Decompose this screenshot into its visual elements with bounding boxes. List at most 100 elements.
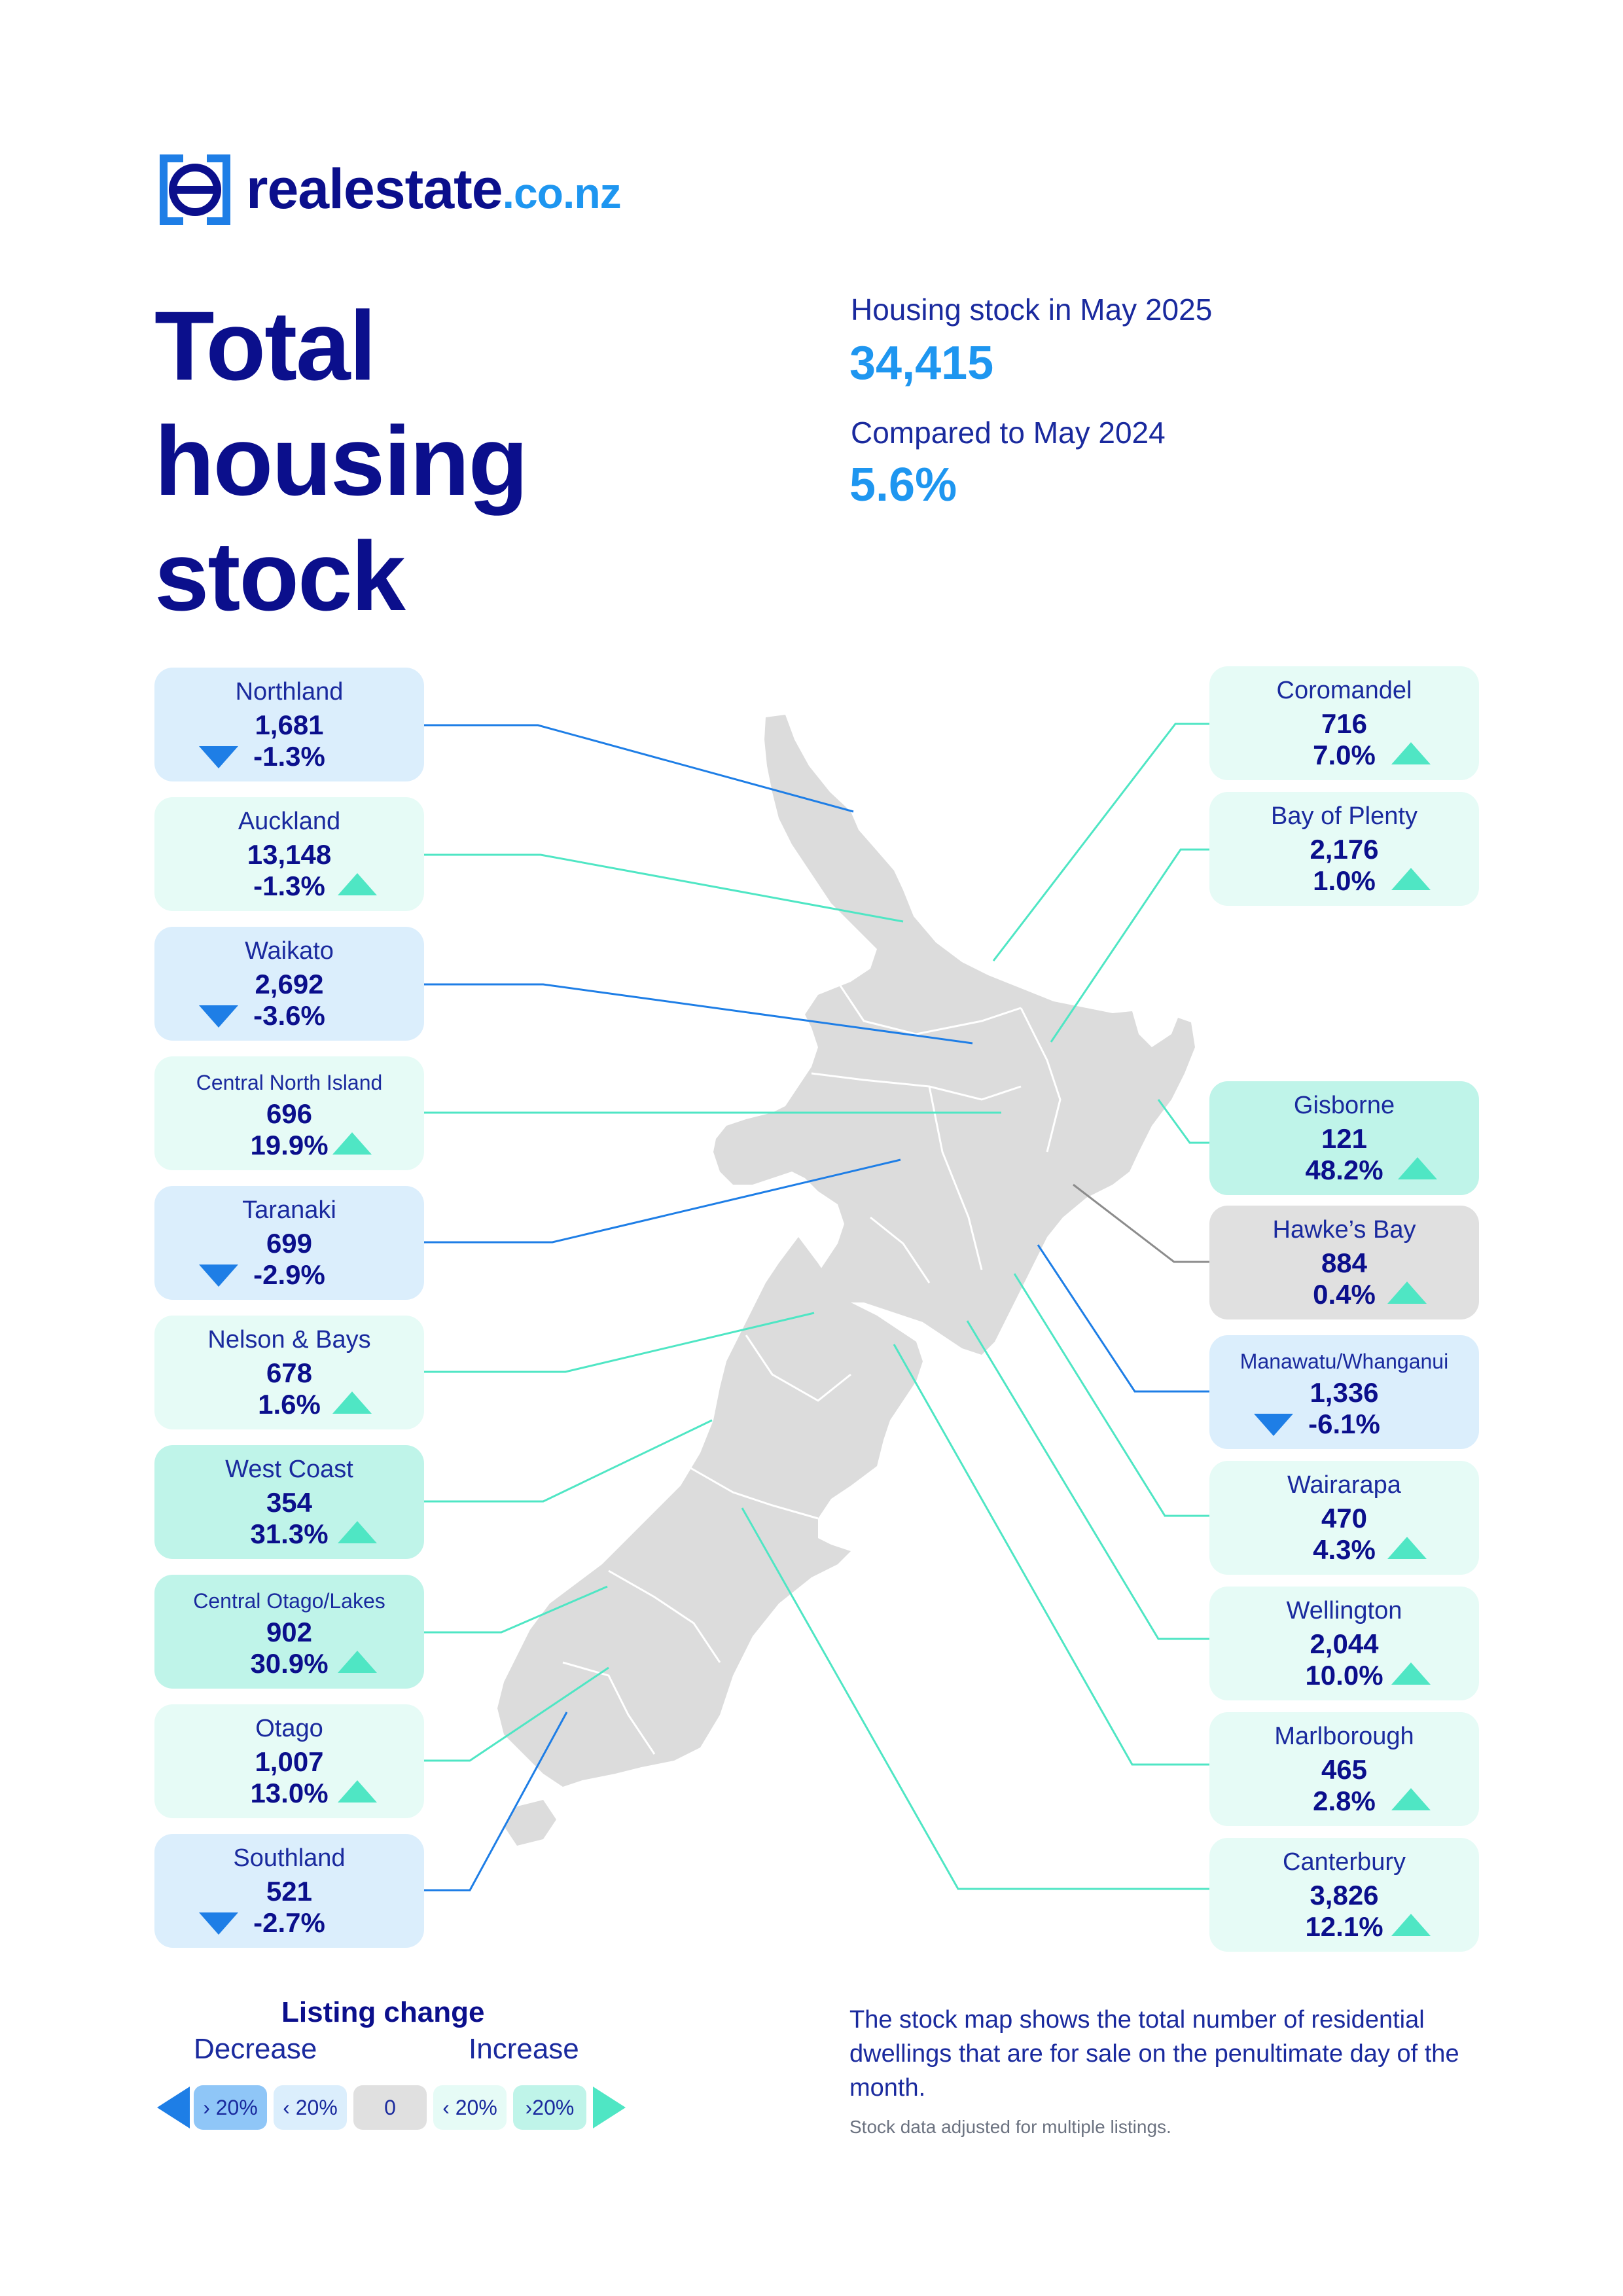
region-card-canterbury[interactable]: Canterbury 3,826 12.1%: [1209, 1838, 1479, 1952]
stock-label: Housing stock in May 2025: [851, 293, 1213, 327]
decrease-arrow-icon: [199, 1912, 238, 1935]
brand-wordmark: realestate.co.nz: [246, 157, 622, 222]
map-note: The stock map shows the total number of …: [849, 2006, 1459, 2102]
region-name: Gisborne: [1293, 1092, 1395, 1119]
region-count: 884: [1321, 1247, 1368, 1278]
increase-arrow-icon: [1391, 1662, 1431, 1685]
region-borders: [562, 928, 1061, 1755]
north-island-shape: [713, 715, 1195, 1355]
region-card-auckland[interactable]: Auckland 13,148 -1.3%: [154, 797, 424, 911]
brand-name: realestate: [246, 158, 503, 221]
region-count: 699: [266, 1228, 313, 1259]
region-card-waikato[interactable]: Waikato 2,692 -3.6%: [154, 927, 424, 1041]
region-change: 10.0%: [1305, 1660, 1383, 1691]
title-line-1: Total: [154, 291, 376, 401]
region-change: 19.9%: [250, 1130, 329, 1160]
title-line-3: stock: [154, 521, 406, 631]
region-card-manawatu-whanganui[interactable]: Manawatu/Whanganui 1,336 -6.1%: [1209, 1335, 1479, 1449]
region-card-marlborough[interactable]: Marlborough 465 2.8%: [1209, 1712, 1479, 1826]
region-name: Auckland: [238, 808, 341, 835]
region-card-wairarapa[interactable]: Wairarapa 470 4.3%: [1209, 1461, 1479, 1575]
region-name: Manawatu/Whanganui: [1240, 1350, 1449, 1373]
region-change: 7.0%: [1313, 740, 1376, 770]
region-card-west-coast[interactable]: West Coast 354 31.3%: [154, 1445, 424, 1559]
region-count: 1,007: [255, 1746, 324, 1777]
region-change: 12.1%: [1305, 1911, 1383, 1942]
legend-title: Listing change: [281, 1996, 485, 2028]
region-change: 13.0%: [250, 1778, 329, 1808]
region-count: 13,148: [247, 839, 332, 870]
region-count: 1,336: [1310, 1377, 1379, 1408]
region-count: 465: [1321, 1754, 1368, 1785]
region-count: 2,692: [255, 969, 324, 999]
region-name: Hawke’s Bay: [1272, 1216, 1416, 1244]
decrease-arrow-icon: [199, 746, 238, 768]
page-title: Total housing stock: [154, 288, 613, 634]
connector-lines-left: [424, 724, 1001, 1892]
compare-value: 5.6%: [849, 459, 957, 511]
region-change: 1.6%: [258, 1389, 321, 1420]
region-card-northland[interactable]: Northland 1,681 -1.3%: [154, 668, 424, 781]
brand-tld: .co.nz: [502, 169, 622, 217]
region-change: 30.9%: [250, 1648, 329, 1679]
region-name: Central Otago/Lakes: [193, 1589, 385, 1613]
region-change: -2.7%: [253, 1907, 325, 1938]
increase-arrow-icon: [1391, 1914, 1431, 1936]
increase-arrow-icon: [1391, 868, 1431, 890]
region-name: Northland: [235, 678, 344, 706]
region-count: 354: [266, 1487, 313, 1518]
region-count: 521: [266, 1876, 313, 1907]
region-card-otago[interactable]: Otago 1,007 13.0%: [154, 1704, 424, 1818]
region-card-coromandel[interactable]: Coromandel 716 7.0%: [1209, 666, 1479, 780]
region-card-bay-of-plenty[interactable]: Bay of Plenty 2,176 1.0%: [1209, 792, 1479, 906]
region-change: 4.3%: [1313, 1534, 1376, 1565]
region-count: 696: [266, 1098, 313, 1129]
region-name: Central North Island: [196, 1071, 383, 1094]
region-card-southland[interactable]: Southland 521 -2.7%: [154, 1834, 424, 1948]
region-count: 121: [1321, 1123, 1368, 1154]
stewart-island-shape: [504, 1800, 556, 1846]
region-change: 2.8%: [1313, 1785, 1376, 1816]
legend-box-neutral: 0: [353, 2085, 427, 2130]
region-change: 1.0%: [1313, 865, 1376, 896]
increase-arrow-icon: [338, 1780, 377, 1803]
region-count: 902: [266, 1617, 313, 1647]
region-name: Otago: [255, 1715, 323, 1742]
increase-arrow-icon: [332, 1391, 372, 1414]
region-name: Nelson & Bays: [207, 1326, 371, 1354]
region-card-hawkes-bay[interactable]: Hawke’s Bay 884 0.4%: [1209, 1206, 1479, 1319]
region-change: -6.1%: [1308, 1408, 1380, 1439]
legend-box-strong-increase: ›20%: [513, 2085, 586, 2130]
title-line-2: housing: [154, 406, 528, 516]
footnote: Stock data adjusted for multiple listing…: [849, 2117, 1171, 2137]
legend-box-increase: ‹ 20%: [433, 2085, 507, 2130]
region-card-wellington[interactable]: Wellington 2,044 10.0%: [1209, 1587, 1479, 1700]
increase-arrow-icon: [332, 1132, 372, 1155]
region-count: 716: [1321, 708, 1368, 739]
region-count: 2,044: [1310, 1628, 1379, 1659]
legend-box-decrease: ‹ 20%: [274, 2085, 347, 2130]
region-name: Waikato: [245, 937, 334, 965]
increase-arrow-icon: [1391, 742, 1431, 764]
region-card-central-north-island[interactable]: Central North Island 696 19.9%: [154, 1056, 424, 1170]
increase-arrow-icon: [1391, 1788, 1431, 1810]
legend-box-strong-decrease: › 20%: [194, 2085, 267, 2130]
region-card-taranaki[interactable]: Taranaki 699 -2.9%: [154, 1186, 424, 1300]
region-name: Wellington: [1286, 1597, 1402, 1624]
region-name: Bay of Plenty: [1271, 802, 1418, 830]
legend-right-arrow-icon: [593, 2087, 626, 2128]
region-change: 31.3%: [250, 1518, 329, 1549]
increase-arrow-icon: [1387, 1537, 1427, 1559]
region-name: Southland: [233, 1844, 346, 1872]
increase-arrow-icon: [338, 1651, 377, 1673]
increase-arrow-icon: [338, 1521, 377, 1543]
region-change: -2.9%: [253, 1259, 325, 1290]
region-name: Taranaki: [242, 1196, 336, 1224]
region-card-nelson-bays[interactable]: Nelson & Bays 678 1.6%: [154, 1316, 424, 1429]
region-card-gisborne[interactable]: Gisborne 121 48.2%: [1209, 1081, 1479, 1195]
decrease-arrow-icon: [199, 1005, 238, 1028]
region-count: 678: [266, 1357, 313, 1388]
legend-left-arrow-icon: [157, 2087, 190, 2128]
region-card-central-otago-lakes[interactable]: Central Otago/Lakes 902 30.9%: [154, 1575, 424, 1689]
